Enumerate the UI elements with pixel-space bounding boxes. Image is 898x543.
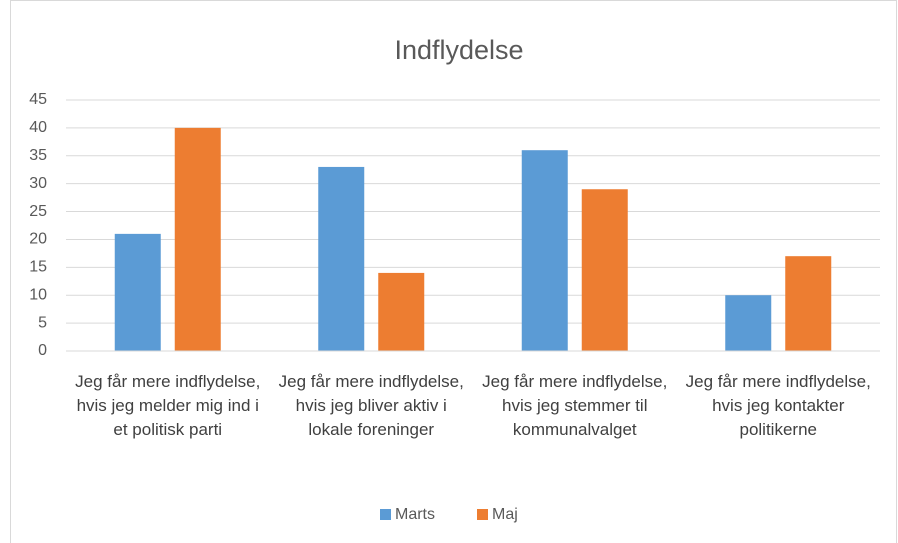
legend-label: Marts: [395, 506, 435, 523]
x-tick-label: Jeg får mere indflydelse, hvis jeg konta…: [685, 372, 871, 439]
legend-label: Maj: [492, 506, 518, 523]
bar: [174, 127, 221, 351]
y-tick-label: 10: [29, 286, 47, 303]
bar: [378, 272, 425, 351]
x-tick-label: Jeg får mere indflydelse, hvis jeg melde…: [75, 372, 261, 439]
y-tick-label: 5: [38, 314, 47, 331]
x-tick-label: Jeg får mere indflydelse, hvis jeg stemm…: [482, 372, 668, 439]
y-tick-label: 40: [29, 119, 47, 136]
y-tick-label: 0: [38, 342, 47, 359]
chart-title: Indflydelse: [394, 35, 523, 65]
bar: [318, 166, 365, 351]
bar: [521, 150, 568, 351]
y-tick-label: 25: [29, 203, 47, 220]
legend-swatch: [477, 509, 488, 520]
y-tick-label: 20: [29, 231, 47, 248]
bar: [581, 189, 628, 351]
y-tick-label: 35: [29, 147, 47, 164]
bar: [114, 233, 161, 351]
legend-swatch: [380, 509, 391, 520]
x-tick-label: Jeg får mere indflydelse, hvis jeg blive…: [278, 372, 464, 439]
chart-border: [10, 0, 897, 543]
bar: [725, 295, 772, 351]
y-tick-label: 45: [29, 91, 47, 108]
y-tick-label: 30: [29, 175, 47, 192]
bar: [785, 256, 832, 351]
y-tick-label: 15: [29, 259, 47, 276]
